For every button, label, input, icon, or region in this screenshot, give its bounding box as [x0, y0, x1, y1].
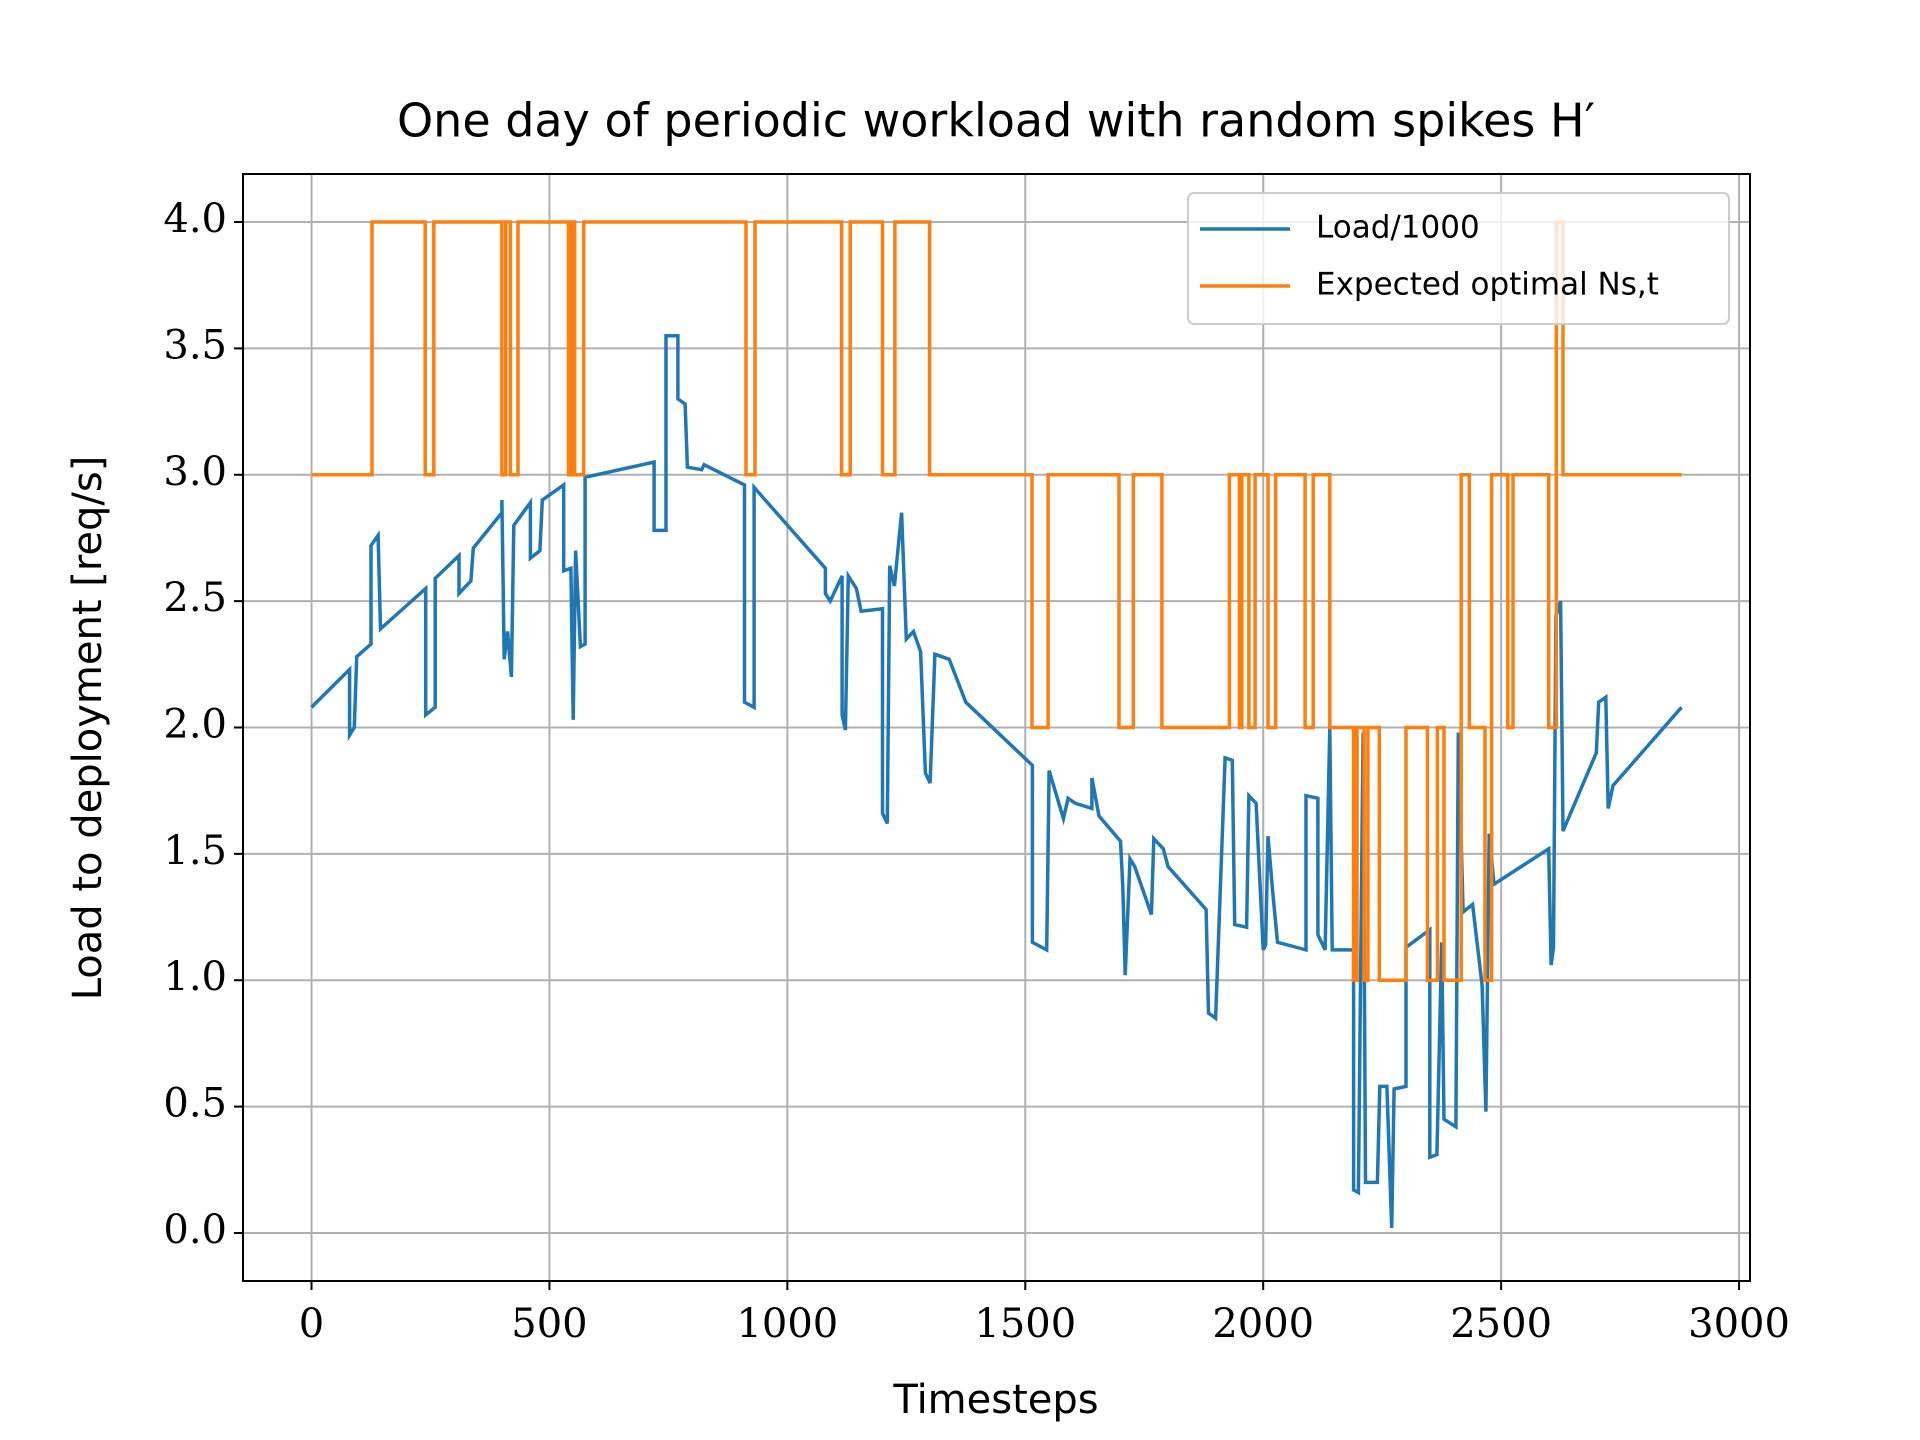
x-tick-label: 1500 — [974, 1301, 1076, 1347]
series-line — [311, 220, 1682, 982]
y-tick-label: 0.0 — [163, 1207, 227, 1253]
plot-frame — [242, 173, 1751, 1282]
y-tick-label: 0.5 — [163, 1081, 227, 1127]
y-tick-label: 3.5 — [163, 322, 227, 368]
x-tick-label: 2000 — [1212, 1301, 1314, 1347]
y-tick-label: 2.0 — [163, 702, 227, 748]
legend-box — [1187, 192, 1730, 325]
legend: Load/1000 Expected optimal Ns,t — [1187, 192, 1730, 325]
series-line — [310, 334, 1683, 1228]
y-tick-label: 1.5 — [163, 828, 227, 874]
y-tick-label: 3.0 — [163, 449, 227, 495]
y-tick-label: 1.0 — [163, 954, 227, 1000]
legend-label: Expected optimal Ns,t — [1316, 267, 1659, 303]
legend-label: Load/1000 — [1316, 210, 1480, 246]
x-tick-label: 2500 — [1450, 1301, 1552, 1347]
x-tick-label: 0 — [299, 1301, 324, 1347]
y-tick-label: 2.5 — [163, 575, 227, 621]
x-tick-label: 1000 — [736, 1301, 838, 1347]
y-tick-label: 4.0 — [163, 196, 227, 242]
chart-title: One day of periodic workload with random… — [397, 94, 1595, 148]
x-tick-label: 3000 — [1688, 1301, 1790, 1347]
y-axis-label: Load to deployment [req/s] — [65, 456, 111, 1001]
x-tick-label: 500 — [511, 1301, 587, 1347]
x-axis-label: Timesteps — [892, 1377, 1098, 1423]
